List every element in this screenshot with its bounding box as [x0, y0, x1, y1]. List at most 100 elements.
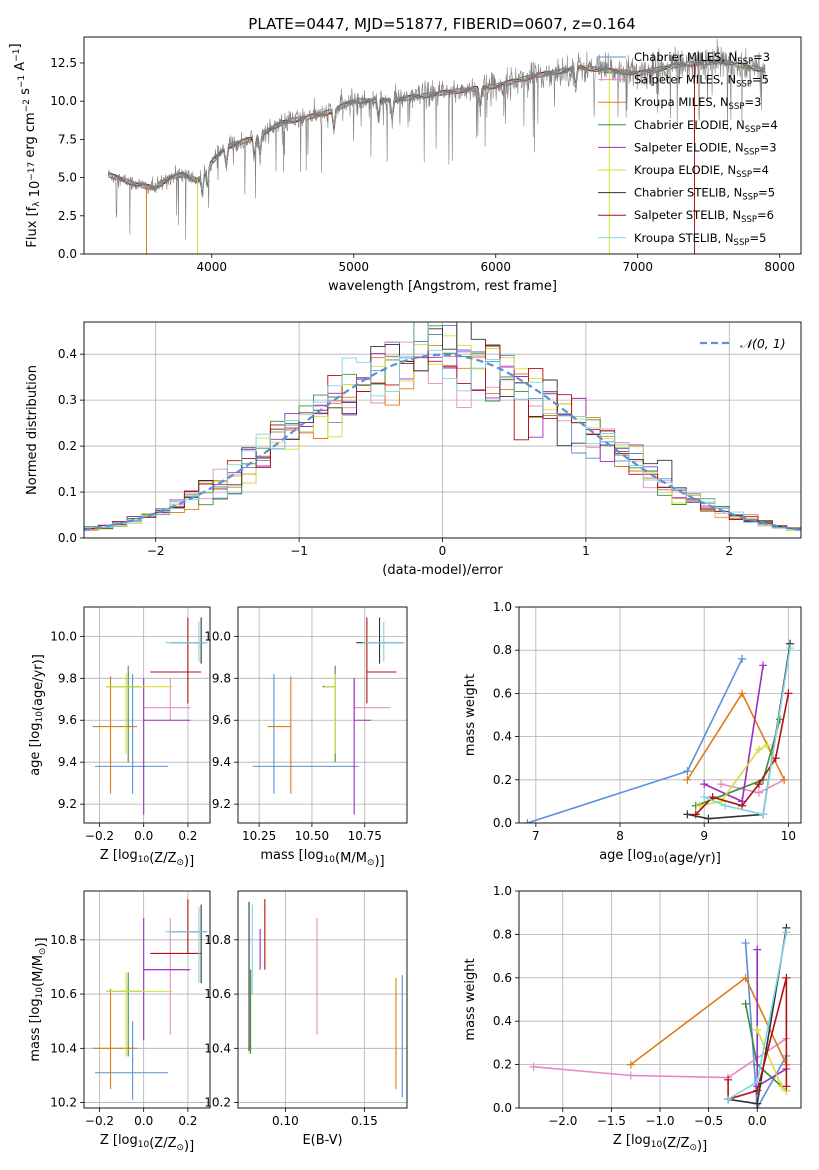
legend-label-sub: SSP [741, 215, 757, 225]
x-axis-label: mass [log10(M/M⊙)] [260, 848, 384, 869]
y-tick-label: 0.4 [493, 1014, 512, 1028]
weight-series-line [703, 665, 764, 803]
y-tick-label: 7.5 [58, 132, 77, 146]
weight-point-marker [683, 810, 692, 819]
weight-point-marker [784, 689, 793, 698]
x-tick-label: 0.2 [178, 1114, 197, 1128]
legend-label-tail: =5 [752, 73, 769, 87]
legend-label-sub: SSP [736, 170, 752, 180]
axes-frame [83, 36, 802, 255]
x-tick-label: 7 [532, 829, 540, 843]
plot-area-weight-vs-age [519, 607, 801, 823]
weight-point-marker [738, 689, 747, 698]
legend-label-tail: =5 [758, 186, 775, 200]
plot-area-residuals [84, 322, 801, 538]
y-tick-label: 0.2 [493, 1058, 512, 1072]
axes-frame [237, 890, 408, 1109]
y-tick-label: 2.5 [58, 209, 77, 223]
plot-area-age-vs-mass [238, 607, 407, 823]
legend-label-base: Chabrier STELIB, N [634, 186, 742, 200]
legend-label: Chabrier MILES, NSSP=3 [634, 50, 770, 67]
legend-label-tail: =3 [760, 140, 777, 154]
weight-point-marker [700, 780, 709, 789]
weight-point-marker [782, 1082, 791, 1091]
axes-weight-vs-age: 7 8 9 10 0.0 0.2 0.4 0.6 0.8 1.0 age [log10(age/yr… [463, 600, 802, 866]
legend-label-base: Chabrier ELODIE, N [634, 118, 745, 132]
weight-point-marker [782, 928, 791, 937]
axes-age-vs-Z: −0.2 0.0 0.2 9.2 9.4 9.6 9.8 10.0 Z [log10(Z/Z⊙)… [28, 606, 211, 869]
legend-label: Kroupa ELODIE, NSSP=4 [634, 163, 769, 180]
legend-label: Chabrier ELODIE, NSSP=4 [634, 118, 778, 135]
legend: 𝒩(0, 1) [700, 336, 786, 351]
weight-series-line [703, 647, 791, 816]
x-tick-label: 8000 [764, 260, 795, 274]
y-tick-label: 0.3 [58, 393, 77, 407]
legend-label-sub: SSP [734, 238, 750, 248]
x-tick-label: −1.5 [597, 1114, 626, 1128]
legend-label-tail: =6 [757, 208, 774, 222]
y-tick-label: 0.2 [493, 773, 512, 787]
y-tick-label: 9.2 [212, 797, 231, 811]
weight-point-marker [771, 754, 780, 763]
weight-point-marker [695, 801, 704, 810]
weight-point-marker [753, 1077, 762, 1086]
legend-label-sub: SSP [744, 147, 760, 157]
y-tick-label: 0.6 [493, 971, 512, 985]
legend-label-tail: =3 [753, 50, 770, 64]
y-tick-label: 1.0 [493, 884, 512, 898]
axes-frame [518, 890, 802, 1109]
x-tick-label: 0.0 [134, 829, 153, 843]
residual-histogram [84, 322, 801, 531]
x-tick-label: 0.0 [134, 1114, 153, 1128]
y-tick-label: 1.0 [493, 600, 512, 614]
legend-label: 𝒩(0, 1) [740, 336, 786, 351]
y-axis-label: mass weight [463, 958, 478, 1040]
x-axis-label: E(B-V) [302, 1133, 342, 1148]
weight-point-marker [741, 999, 750, 1008]
plot-area-mass-vs-Z [84, 891, 210, 1108]
x-tick-label: 6000 [480, 260, 511, 274]
y-axis-label: Flux [fλ 10−17 erg cm−2 s−1 A−1] [8, 43, 43, 247]
normal-reference-curve [84, 353, 801, 531]
weight-series-line [687, 643, 791, 820]
axes-age-vs-mass: 10.25 10.50 10.75 9.2 9.4 9.6 9.8 10.0 mass [log… [204, 606, 408, 869]
weight-point-marker [754, 745, 763, 754]
x-tick-label: 2 [725, 544, 733, 558]
x-tick-label: −0.2 [85, 829, 114, 843]
axes-frame [83, 321, 802, 539]
y-axis-label: mass weight [463, 674, 478, 756]
y-tick-label: 10.0 [50, 94, 77, 108]
y-tick-label: 10.0 [204, 629, 231, 643]
legend-label-tail: =4 [752, 163, 769, 177]
y-tick-label: 0.0 [58, 247, 77, 261]
observed-spectrum-line [107, 38, 766, 240]
y-tick-label: 9.4 [212, 755, 231, 769]
x-tick-label: 5000 [338, 260, 369, 274]
y-tick-label: 10.2 [204, 1096, 231, 1110]
legend-label-sub: SSP [736, 80, 752, 90]
weight-point-marker [782, 973, 791, 982]
weight-series-line [527, 658, 743, 823]
plot-area-weight-vs-Z [519, 891, 801, 1108]
y-axis-label: mass [log10(M/M⊙)] [28, 937, 49, 1061]
x-tick-label: 10 [781, 829, 796, 843]
weight-point-marker [721, 801, 730, 810]
legend-label-base: Chabrier MILES, N [634, 50, 737, 64]
legend-label-base: Salpeter ELODIE, N [634, 140, 744, 154]
x-axis-label: (data-model)/error [382, 563, 503, 578]
plot-area-spectrum [107, 38, 766, 254]
weight-point-marker [626, 1071, 635, 1080]
figure-title: PLATE=0447, MJD=51877, FIBERID=0607, z=0… [248, 15, 635, 33]
y-tick-label: 10.8 [50, 933, 77, 947]
weight-point-marker [704, 814, 713, 823]
x-tick-label: 8 [616, 829, 624, 843]
y-tick-label: 0.0 [493, 816, 512, 830]
y-tick-label: 0.0 [58, 531, 77, 545]
legend-label-base: Salpeter STELIB, N [634, 208, 741, 222]
weight-point-marker [753, 1099, 762, 1108]
x-tick-label: −2.0 [548, 1114, 577, 1128]
y-tick-label: 0.8 [493, 643, 512, 657]
y-tick-label: 0.6 [493, 686, 512, 700]
legend-label: Chabrier STELIB, NSSP=5 [634, 186, 775, 203]
y-tick-label: 10.6 [50, 987, 77, 1001]
